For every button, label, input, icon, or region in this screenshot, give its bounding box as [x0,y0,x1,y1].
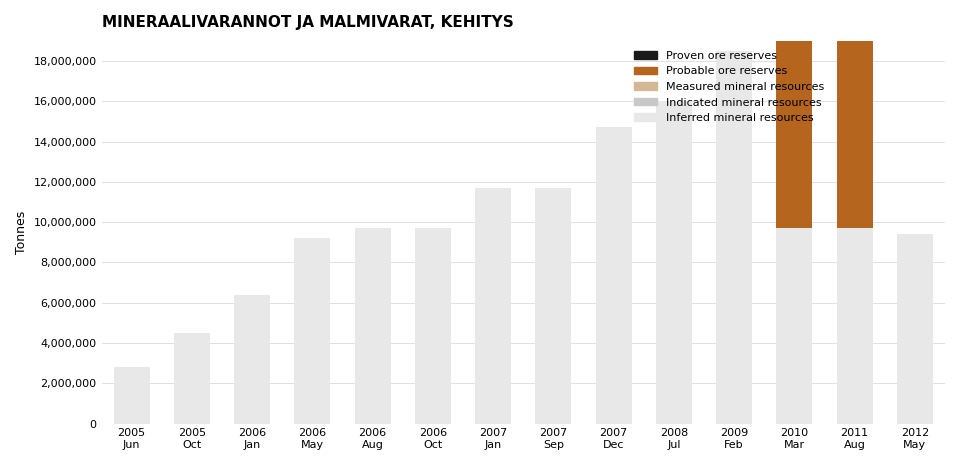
Bar [836,0,873,228]
Bar [595,127,632,424]
Bar [113,367,150,424]
Bar [174,333,210,424]
Bar [897,234,933,424]
Bar [475,188,512,424]
Bar [836,228,873,424]
Bar [536,188,571,424]
Y-axis label: Tonnes: Tonnes [15,211,28,254]
Bar [656,101,692,424]
Bar [234,295,270,424]
Bar [777,228,812,424]
Bar [354,228,391,424]
Bar [716,51,753,424]
Bar [295,238,330,424]
Bar [777,0,812,228]
Legend: Proven ore reserves, Probable ore reserves, Measured mineral resources, Indicate: Proven ore reserves, Probable ore reserv… [630,46,828,127]
Bar [415,228,451,424]
Text: MINERAALIVARANNOT JA MALMIVARAT, KEHITYS: MINERAALIVARANNOT JA MALMIVARAT, KEHITYS [102,15,514,30]
